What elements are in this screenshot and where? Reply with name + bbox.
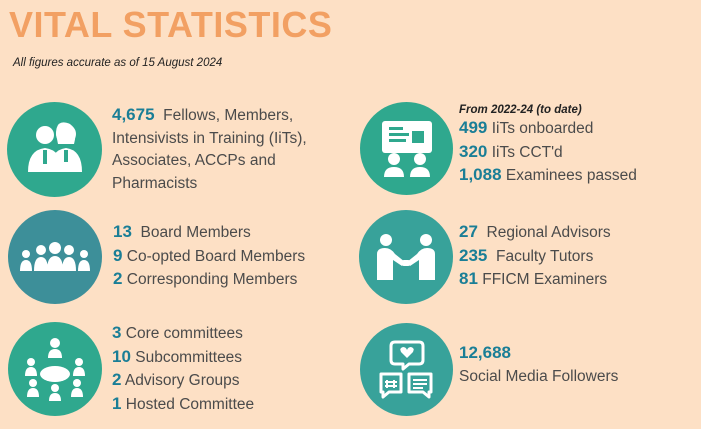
advisors-row-3: 81 FFICM Examiners [459,269,608,288]
advisors-block: 27 Regional Advisors 235 Faculty Tutors … [459,221,611,292]
members-number: 4,675 [112,105,155,124]
members-text-1: Fellows, Members, [163,107,294,124]
advisors-row-2: 235 Faculty Tutors [459,245,594,265]
members-text-2: Intensivists in Training (IiTs), [112,129,307,147]
presentation-icon [360,102,453,195]
committees-row-1: 3 Core committees [112,323,243,342]
committees-block: 3 Core committees 10 Subcommittees 2 Adv… [112,322,254,416]
page-title: VITAL STATISTICS [9,4,333,45]
social-number: 12,688 [459,343,511,362]
training-period-label: From 2022-24 (to date) [459,104,582,116]
advisors-row-1: 27 Regional Advisors [459,222,611,241]
members-block: 4,675 Fellows, Members, Intensivists in … [112,104,307,195]
members-text-4: Pharmacists [112,174,198,192]
social-media-icon [360,323,453,416]
group-row-icon [8,210,102,304]
social-block: 12,688 Social Media Followers [459,342,618,388]
handshake-icon [359,210,453,304]
people-pair-icon [7,102,102,197]
meeting-table-icon [8,322,102,416]
committees-row-2: 10 Subcommittees [112,346,243,366]
committees-row-4: 1 Hosted Committee [112,393,255,413]
training-block: From 2022-24 (to date) 499 IiTs onboarde… [459,103,637,188]
committees-row-3: 2 Advisory Groups [112,370,240,389]
members-text-3: Associates, ACCPs and [112,152,276,169]
training-row-3: 1,088 Examinees passed [459,165,637,184]
board-row-2: 9 Co-opted Board Members [113,245,306,265]
page-subtitle: All figures accurate as of 15 August 202… [13,57,223,69]
social-text: Social Media Followers [459,367,619,385]
board-block: 13 Board Members 9 Co-opted Board Member… [113,221,305,292]
board-row-3: 2 Corresponding Members [113,269,298,288]
training-row-1: 499 IiTs onboarded [459,118,594,137]
board-row-1: 13 Board Members [113,222,251,241]
training-row-2: 320 IiTs CCT'd [459,141,563,161]
